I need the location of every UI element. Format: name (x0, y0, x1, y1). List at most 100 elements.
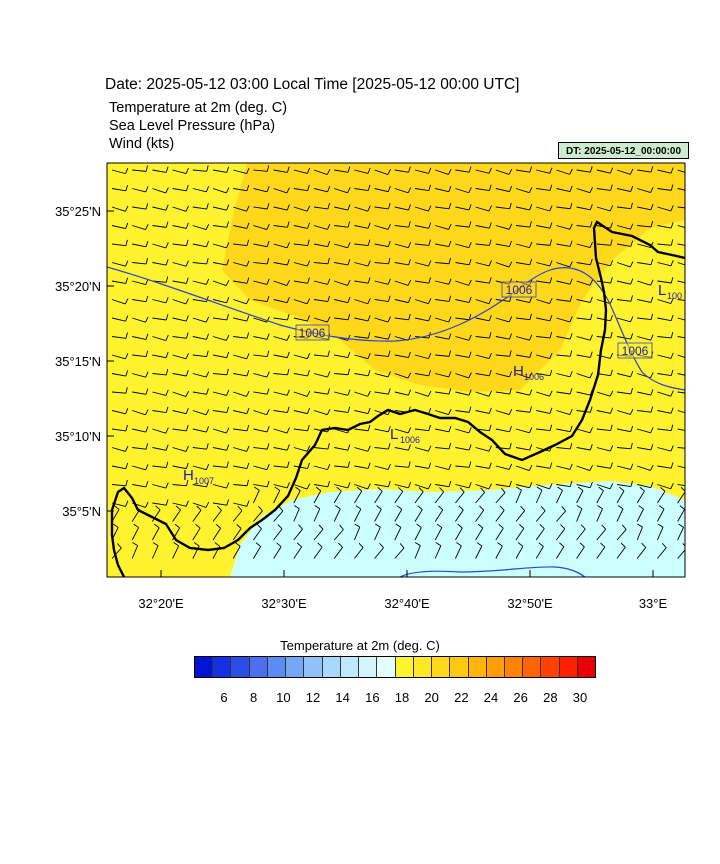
wind-barb-flag (561, 506, 566, 512)
wind-barb (596, 299, 611, 305)
wind-barb (374, 225, 389, 230)
wind-barb (495, 336, 510, 340)
wind-barb-flag (246, 390, 250, 397)
wind-barb-flag (335, 505, 341, 510)
svg-text:100: 100 (667, 291, 682, 301)
wind-barb-flag (418, 487, 424, 492)
wind-barb-flag (488, 407, 492, 414)
wind-barb (475, 484, 490, 490)
wind-barb (536, 484, 550, 490)
wind-barb (455, 428, 469, 434)
wind-barb (152, 262, 167, 266)
wind-barb (556, 410, 570, 415)
wind-barb (536, 336, 551, 339)
wind-barb (556, 188, 571, 193)
wind-barb-flag (307, 239, 310, 246)
colorbar-swatch (432, 657, 451, 677)
wind-barb (677, 527, 684, 541)
wind-barb-flag (206, 258, 209, 265)
wind-barb (576, 373, 591, 379)
wind-barb (374, 373, 389, 378)
wind-barb-flag (468, 259, 472, 265)
wind-barb (313, 225, 328, 230)
wind-barb (374, 547, 384, 559)
wind-barb (313, 508, 321, 522)
wind-barb-flag (358, 542, 364, 548)
wind-barb-flag (448, 480, 452, 487)
wind-barb (556, 336, 571, 340)
wind-barb-flag (590, 166, 593, 173)
wind-barb (313, 354, 328, 357)
colorbar-swatch (231, 657, 250, 677)
wind-barb (313, 465, 328, 471)
wind-barb-flag (225, 427, 230, 434)
wind-barb-flag (617, 505, 624, 510)
wind-barb (172, 225, 187, 229)
wind-barb-flag (650, 372, 654, 379)
wind-barb (152, 169, 167, 173)
wind-barb-flag (650, 444, 654, 451)
wind-barb (233, 502, 247, 507)
wind-barb-flag (286, 296, 290, 303)
wind-barb-flag (145, 409, 149, 416)
wind-barb-flag (387, 223, 391, 230)
wind-barb-flag (286, 187, 290, 194)
wind-barb (556, 465, 571, 470)
wind-barb-flag (499, 505, 505, 511)
wind-barb (374, 410, 389, 416)
wind-barb-flag (528, 372, 533, 379)
wind-barb (576, 546, 585, 559)
wind-barb (313, 299, 328, 303)
wind-barb (374, 299, 389, 302)
wind-barb (394, 169, 409, 173)
wind-barb (111, 465, 126, 470)
svg-text:1006: 1006 (400, 435, 420, 445)
wind-barb-flag (327, 203, 330, 210)
wind-barb (152, 188, 166, 194)
svg-text:1006: 1006 (524, 372, 544, 382)
wind-barb (273, 410, 288, 413)
wind-barb-flag (185, 500, 189, 507)
wind-barb (515, 262, 530, 266)
wind-barb-flag (327, 278, 331, 285)
wind-barb-flag (448, 408, 452, 415)
wind-barb-flag (367, 370, 371, 376)
wind-barb (374, 169, 388, 175)
wind-barb-flag (145, 464, 149, 470)
wind-barb (657, 280, 672, 284)
wind-barb (657, 484, 671, 490)
wind-barb (354, 299, 368, 305)
wind-barb-flag (428, 260, 432, 267)
wind-barb-flag (670, 314, 674, 321)
wind-barb-flag (448, 350, 451, 357)
wind-barb (556, 391, 571, 395)
wind-barb (435, 465, 449, 470)
wind-barb (192, 299, 207, 303)
wind-barb (394, 484, 409, 489)
wind-barb-flag (610, 424, 613, 431)
wind-barb-flag (327, 240, 331, 247)
wind-barb (172, 509, 181, 522)
wind-barb (616, 410, 631, 415)
wind-barb (616, 169, 631, 175)
wind-barb (172, 545, 180, 559)
wind-barb (435, 262, 450, 265)
wind-barb-flag (509, 350, 512, 357)
wind-barb (435, 428, 450, 433)
wind-barb-flag (226, 389, 230, 396)
wind-barb-flag (448, 278, 452, 285)
wind-barb-flag (670, 167, 674, 174)
wind-barb-flag (549, 407, 553, 414)
wind-barb-flag (226, 314, 229, 321)
wind-barb-flag (468, 204, 472, 211)
wind-barb (515, 206, 530, 211)
wind-barb-flag (145, 295, 149, 302)
wind-barb-flag (387, 480, 391, 487)
wind-barb (677, 428, 685, 431)
wind-barb-flag (610, 239, 613, 246)
wind-barb-flag (387, 316, 391, 323)
wind-barb-flag (407, 279, 412, 286)
wind-barb (233, 373, 248, 377)
wind-barb-flag (529, 258, 533, 265)
